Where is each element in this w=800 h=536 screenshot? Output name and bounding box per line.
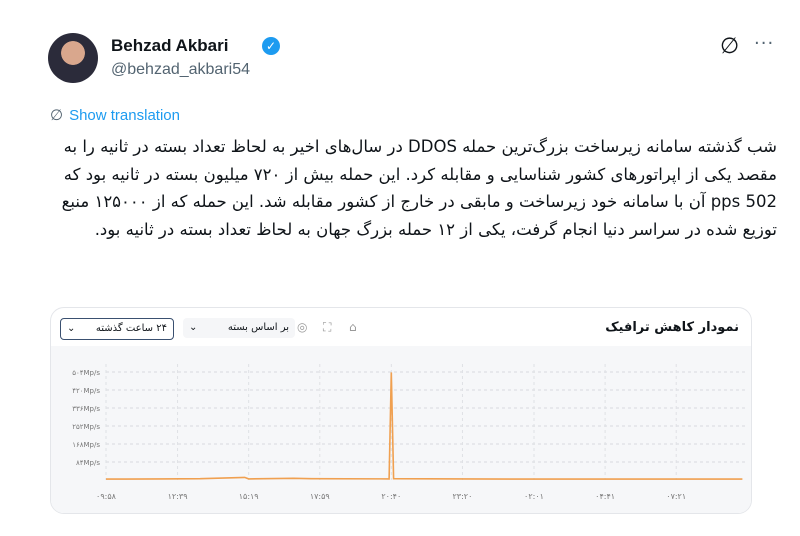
y-tick-label: ۳۳۶Mp/s	[72, 405, 100, 413]
y-tick-label: ۱۶۸Mp/s	[72, 441, 100, 449]
show-translation-link[interactable]: ∅ Show translation	[50, 106, 180, 124]
avatar[interactable]	[48, 33, 98, 83]
show-translation-label: Show translation	[69, 107, 180, 124]
x-tick-label: ۰۴:۴۱	[595, 492, 615, 501]
y-tick-label: ۲۵۲Mp/s	[72, 423, 100, 431]
metric-select-value: بر اساس بسته	[227, 322, 289, 333]
chart-title: نمودار کاهش ترافیک	[605, 320, 739, 335]
chart-area: ۸۴Mp/s ۱۶۸Mp/s ۲۵۲Mp/s ۳۳۶Mp/s ۴۲۰Mp/s ۵۰۴Mp/…	[51, 346, 751, 513]
home-icon[interactable]: ⌂	[349, 320, 357, 334]
metric-select[interactable]: بر اساس بسته ⌄	[183, 318, 295, 338]
chevron-down-icon: ⌄	[67, 323, 76, 334]
more-options-icon[interactable]: ···	[754, 33, 775, 54]
traffic-chart: ۸۴Mp/s ۱۶۸Mp/s ۲۵۲Mp/s ۳۳۶Mp/s ۴۲۰Mp/s ۵۰۴Mp/…	[72, 364, 746, 501]
author-name[interactable]: Behzad Akbari	[111, 36, 229, 55]
x-tick-label: ۲۳:۲۰	[452, 492, 472, 501]
chevron-down-icon: ⌄	[189, 322, 198, 333]
x-tick-label: ۱۵:۱۹	[239, 492, 259, 501]
grok-icon[interactable]: ∅	[720, 34, 740, 59]
traffic-series-line	[105, 372, 743, 480]
chart-card[interactable]: نمودار کاهش ترافیک ۲۴ ساعت گذشته ⌄ بر اسا…	[50, 307, 752, 514]
x-tick-label: ۲۰:۴۰	[381, 492, 401, 501]
verified-badge-icon: ✓	[262, 37, 280, 55]
range-select-value: ۲۴ ساعت گذشته	[95, 323, 167, 334]
translate-icon: ∅	[50, 107, 64, 124]
x-tick-label: ۱۲:۳۹	[168, 492, 188, 501]
y-tick-label: ۵۰۴Mp/s	[72, 369, 100, 377]
x-tick-label: ۰۷:۲۱	[666, 492, 686, 501]
tweet-text: شب گذشته سامانه زیرساخت بزرگ‌ترین حمله D…	[61, 137, 777, 239]
y-tick-label: ۴۲۰Mp/s	[72, 387, 100, 395]
range-select[interactable]: ۲۴ ساعت گذشته ⌄	[60, 318, 174, 340]
expand-icon[interactable]: ⛶	[323, 320, 332, 334]
camera-icon[interactable]: ◎	[297, 320, 308, 334]
x-tick-label: ۰۹:۵۸	[96, 492, 117, 501]
x-tick-label: ۰۲:۰۱	[524, 492, 544, 501]
x-tick-label: ۱۷:۵۹	[310, 492, 330, 501]
y-tick-label: ۸۴Mp/s	[76, 459, 100, 467]
author-handle[interactable]: @behzad_akbari54	[111, 61, 251, 78]
